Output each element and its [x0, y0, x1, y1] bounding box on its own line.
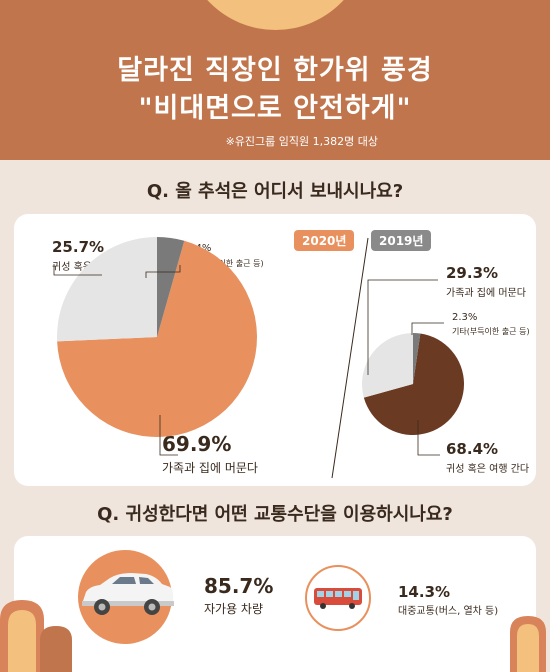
pie2020-other-label: 기타(부득이한 출근 등)	[186, 259, 264, 268]
question-2: Q. 귀성한다면 어떤 교통수단을 이용하시나요?	[97, 504, 453, 525]
pie2020-home-label: 가족과 집에 머문다	[162, 461, 258, 475]
badge-2019: 2019년	[371, 230, 432, 251]
survey-note: ※유진그룹 임직원 1,382명 대상	[225, 135, 378, 148]
public-label: 대중교통(버스, 열차 등)	[398, 606, 499, 617]
pie2020-travel-label: 귀성 혹은 여행 간다	[52, 262, 136, 273]
holiday-panel: 2020년 2019년 25.7% 귀성 혹은 여행 간다 4.4% 기타(부득…	[14, 214, 536, 486]
sun-decoration	[183, 0, 368, 30]
pie2019-home-label: 가족과 집에 머문다	[446, 288, 526, 299]
public-pct: 14.3%	[398, 583, 451, 601]
pie2020-home-pct: 69.9%	[162, 432, 232, 456]
transport-panel: 85.7% 자가용 차량 14.3% 대중교통(버스, 열차 등)	[14, 536, 536, 672]
header-banner: 달라진 직장인 한가위 풍경 "비대면으로 안전하게" ※유진그룹 임직원 1,…	[0, 0, 550, 160]
page-title-line1: 달라진 직장인 한가위 풍경	[117, 55, 433, 86]
pie2019-travel-label: 귀성 혹은 여행 간다	[446, 464, 530, 475]
pie2019-other-pct: 2.3%	[452, 312, 478, 323]
car-label: 자가용 차량	[204, 602, 264, 616]
pie2019-other-label: 기타(부득이한 출근 등)	[452, 327, 530, 336]
pie2019-travel-pct: 68.4%	[446, 440, 499, 458]
page-title-line2: "비대면으로 안전하게"	[138, 93, 412, 124]
car-pct: 85.7%	[204, 574, 274, 598]
pie2020-travel-pct: 25.7%	[52, 238, 105, 256]
badge-2020: 2020년	[294, 230, 355, 251]
question-1: Q. 올 추석은 어디서 보내시나요?	[146, 181, 404, 202]
pie2019-home-pct: 29.3%	[446, 264, 499, 282]
pie2020-other-pct: 4.4%	[186, 243, 212, 254]
